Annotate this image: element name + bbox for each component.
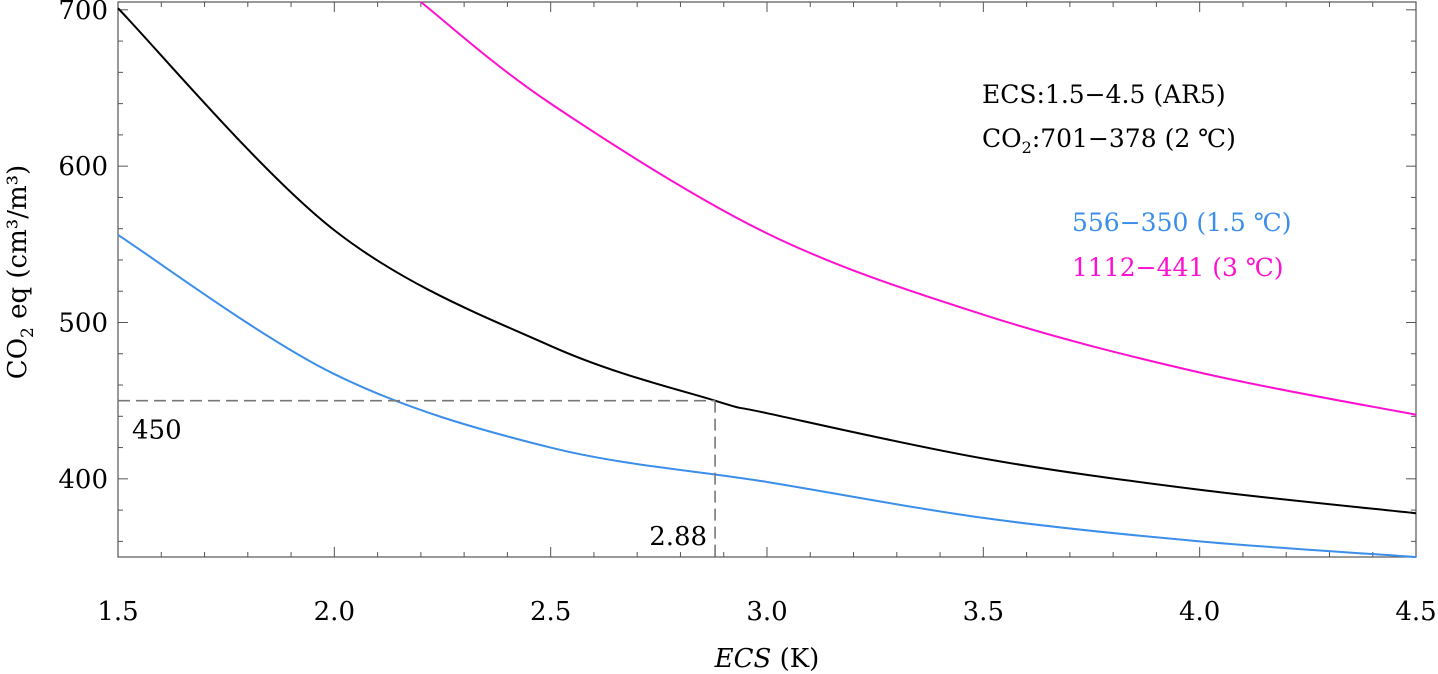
y-tick-label: 400 — [58, 465, 108, 495]
y-tick-label: 700 — [58, 0, 108, 26]
x-tick-label: 1.5 — [97, 597, 138, 627]
annotation-ecs-range: ECS:1.5−4.5 (AR5) — [982, 80, 1226, 109]
reference-x-label: 2.88 — [649, 522, 707, 552]
y-axis-title-sub: 2 — [18, 327, 38, 338]
x-tick-label: 4.0 — [1179, 597, 1220, 627]
x-tick-label: 2.0 — [314, 597, 355, 627]
annotation-range-1-5c: 556−350 (1.5 ℃) — [1072, 208, 1292, 237]
y-tick-label: 500 — [58, 308, 108, 338]
ticks — [117, 2, 1417, 557]
reference-y-label: 450 — [132, 416, 182, 446]
y-axis-title-b: eq (cm³/m³) — [3, 165, 33, 327]
x-axis-title: ECS (K) — [714, 644, 820, 674]
y-axis-title-a: CO — [3, 338, 33, 379]
x-tick-label: 3.5 — [963, 597, 1004, 627]
series-group — [117, 1, 1417, 558]
y-tick-label: 600 — [58, 152, 108, 182]
x-axis-title-var: ECS — [714, 644, 772, 674]
y-axis-title: CO2 eq (cm³/m³) — [3, 165, 38, 379]
annotation-co2-sub: 2 — [1022, 138, 1032, 157]
annotation-range-3c: 1112−441 (3 ℃) — [1072, 253, 1284, 282]
annotation-co2-range-2c: CO2:701−378 (2 ℃) — [982, 124, 1236, 157]
x-tick-label: 4.5 — [1395, 597, 1436, 627]
x-axis-title-unit: (K) — [780, 644, 820, 674]
series-line-0 — [117, 7, 1417, 515]
tick-labels: 1.5 2.0 2.5 3.0 3.5 4.0 4.5 400 500 600 700 — [58, 0, 1436, 627]
annotation-co2-prefix: CO — [982, 124, 1022, 153]
x-tick-label: 3.0 — [746, 597, 787, 627]
annotation-co2-text: :701−378 (2 ℃) — [1032, 124, 1236, 153]
series-line-2 — [420, 1, 1417, 416]
reference-lines: 450 2.88 — [118, 399, 716, 557]
series-line-1 — [117, 234, 1417, 558]
x-tick-label: 2.5 — [530, 597, 571, 627]
